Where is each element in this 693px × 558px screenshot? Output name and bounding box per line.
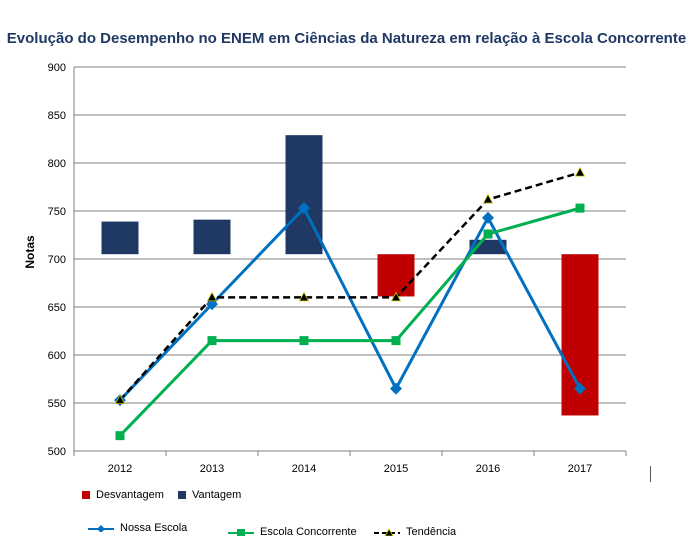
y-tick-label-500: 500 bbox=[48, 446, 66, 458]
chart-title: Evolução do Desempenho no ENEM em Ciênci… bbox=[6, 30, 687, 47]
legend-swatch-tendencia bbox=[374, 528, 400, 536]
marker-escola-concorrente-2017 bbox=[575, 203, 585, 213]
legend-item-escola-concorrente: Escola Concorrente bbox=[228, 526, 357, 538]
marker-tendencia-2017 bbox=[574, 166, 586, 177]
marker-escola-concorrente-2013 bbox=[207, 336, 217, 346]
tick-labels: 500 550 600 650 700 750 800 850 900 2012 2013 2014 2… bbox=[48, 62, 593, 475]
x-tick-label-2013: 2013 bbox=[200, 463, 224, 475]
marker-nossa-escola-2017 bbox=[574, 382, 586, 395]
y-tick-label-700: 700 bbox=[48, 254, 66, 266]
legend-label-tendencia: Tendência bbox=[406, 526, 457, 538]
axes bbox=[73, 67, 627, 456]
marker-nossa-escola-2016 bbox=[482, 211, 494, 224]
marker-tendencia-2014 bbox=[298, 291, 310, 302]
series-lines bbox=[118, 171, 582, 437]
legend-label-escola-concorrente: Escola Concorrente bbox=[260, 526, 357, 538]
marker-escola-concorrente-2015 bbox=[391, 336, 401, 346]
x-tick-label-2015: 2015 bbox=[384, 463, 408, 475]
marker-tendencia-2015 bbox=[390, 291, 402, 302]
marker-escola-concorrente-2016 bbox=[483, 229, 493, 239]
y-tick-label-900: 900 bbox=[48, 62, 66, 74]
x-tick-label-2014: 2014 bbox=[292, 463, 316, 475]
legend-swatch-desvantagem bbox=[82, 491, 90, 499]
legend-item-tendencia: Tendência bbox=[374, 526, 456, 538]
x-tick-label-2016: 2016 bbox=[476, 463, 500, 475]
legend-swatch-escola-concorrente bbox=[228, 529, 254, 536]
bar-desvantagem-2015 bbox=[377, 254, 415, 297]
series-line-escola-concorrente bbox=[118, 206, 581, 437]
marker-escola-concorrente-2012 bbox=[115, 431, 125, 441]
bar-vantagem-2012 bbox=[101, 221, 139, 255]
legend-swatch-nossa-escola bbox=[88, 525, 114, 532]
x-tick-label-2012: 2012 bbox=[108, 463, 132, 475]
y-tick-label-800: 800 bbox=[48, 158, 66, 170]
series-line-nossa-escola bbox=[118, 206, 582, 402]
legend-item-desvantagem: Desvantagem bbox=[82, 489, 164, 501]
legend-item-nossa-escola: Nossa Escola bbox=[88, 522, 187, 534]
y-axis-label: Notas bbox=[23, 235, 37, 269]
legend-label-vantagem: Vantagem bbox=[192, 489, 242, 501]
bars bbox=[101, 135, 599, 416]
marker-nossa-escola-2015 bbox=[390, 382, 402, 395]
x-tick-label-2017: 2017 bbox=[568, 463, 592, 475]
y-tick-label-650: 650 bbox=[48, 302, 66, 314]
legend-label-nossa-escola: Nossa Escola bbox=[120, 522, 188, 534]
series-line-tendencia bbox=[119, 171, 581, 401]
gridlines bbox=[74, 66, 626, 452]
y-tick-label-750: 750 bbox=[48, 206, 66, 218]
legend-label-desvantagem: Desvantagem bbox=[96, 489, 164, 501]
marker-escola-concorrente-2014 bbox=[299, 336, 309, 346]
legend-item-vantagem: Vantagem bbox=[178, 489, 241, 501]
marker-tendencia-2012 bbox=[114, 394, 126, 405]
bar-vantagem-2013 bbox=[193, 219, 231, 255]
y-tick-label-850: 850 bbox=[48, 110, 66, 122]
y-tick-label-550: 550 bbox=[48, 398, 66, 410]
marker-tendencia-2016 bbox=[482, 193, 494, 204]
text-cursor bbox=[650, 466, 651, 482]
series-markers bbox=[114, 166, 586, 441]
y-tick-label-600: 600 bbox=[48, 350, 66, 362]
marker-nossa-escola-2014 bbox=[298, 202, 310, 215]
marker-tendencia-2013 bbox=[206, 291, 218, 302]
legend-swatch-vantagem bbox=[178, 491, 186, 499]
